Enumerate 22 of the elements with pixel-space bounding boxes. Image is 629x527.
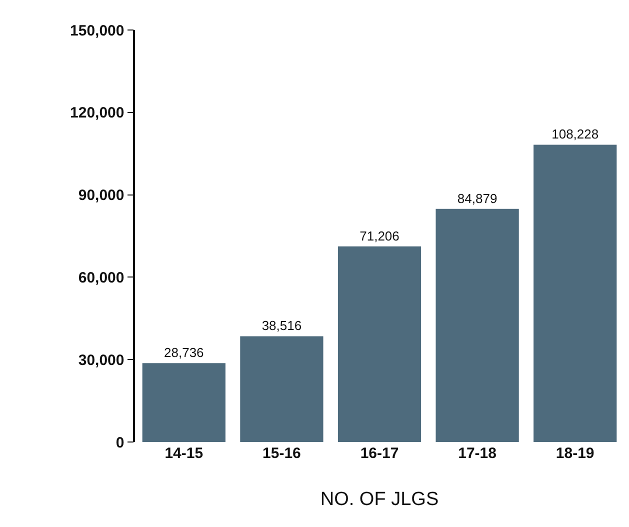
bar xyxy=(436,208,519,442)
x-tick-label: 15-16 xyxy=(262,445,301,462)
x-tick-label: 14-15 xyxy=(164,445,204,462)
data-label: 38,516 xyxy=(262,318,302,334)
bar xyxy=(240,336,324,442)
x-tick-label: 16-17 xyxy=(360,445,399,462)
x-tick-label: 18-19 xyxy=(556,445,594,462)
data-label: 71,206 xyxy=(360,228,400,244)
bar xyxy=(338,246,422,442)
y-tick-label: 0 xyxy=(116,434,124,452)
x-tick-label: 17-18 xyxy=(458,445,496,462)
x-axis-title: NO. OF JLGS xyxy=(320,488,439,510)
bar xyxy=(142,363,226,442)
data-label: 28,736 xyxy=(164,345,204,360)
data-label: 84,879 xyxy=(457,190,498,206)
data-label: 108,228 xyxy=(552,126,599,142)
y-tick-label: 30,000 xyxy=(78,352,124,369)
y-tick-label: 90,000 xyxy=(78,187,124,204)
y-tick-label: 60,000 xyxy=(78,269,124,286)
y-tick-label: 150,000 xyxy=(70,22,124,40)
bar xyxy=(534,144,617,442)
y-tick-label: 120,000 xyxy=(70,104,124,122)
